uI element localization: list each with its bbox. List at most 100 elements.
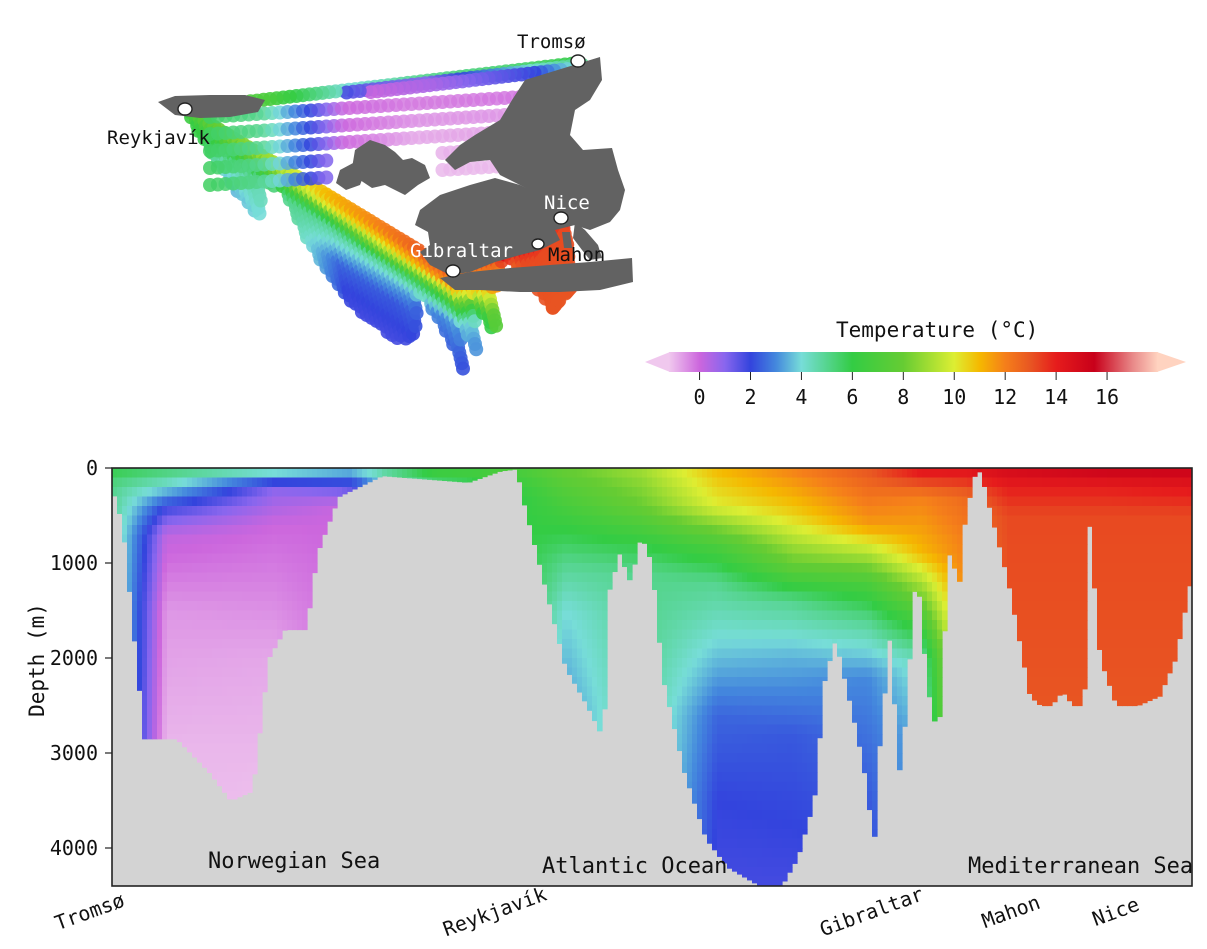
temperature-cell xyxy=(857,515,863,526)
temperature-cell xyxy=(142,629,148,640)
temperature-cell xyxy=(142,572,148,583)
temperature-cell xyxy=(867,553,873,564)
temperature-cell xyxy=(762,544,768,555)
temperature-cell xyxy=(282,553,288,564)
temperature-cell xyxy=(207,525,213,536)
temperature-cell xyxy=(867,648,873,659)
temperature-cell xyxy=(872,667,878,678)
temperature-cell xyxy=(767,563,773,574)
temperature-cell xyxy=(787,582,793,593)
temperature-cell xyxy=(787,848,793,859)
temperature-cell xyxy=(937,477,943,488)
temperature-cell xyxy=(257,724,263,734)
temperature-cell xyxy=(127,477,133,488)
temperature-cell xyxy=(852,686,858,697)
temperature-cell xyxy=(657,477,663,488)
temperature-cell xyxy=(272,477,278,488)
temperature-cell xyxy=(247,487,253,498)
temperature-cell xyxy=(852,506,858,517)
temperature-cell xyxy=(207,477,213,488)
temperature-cell xyxy=(187,677,193,688)
temperature-cell xyxy=(162,696,168,707)
temperature-cell xyxy=(787,487,793,498)
temperature-cell xyxy=(692,762,698,773)
temperature-cell xyxy=(927,506,933,517)
temperature-cell xyxy=(342,468,348,479)
temperature-cell xyxy=(847,534,853,545)
temperature-cell xyxy=(852,620,858,631)
temperature-cell xyxy=(862,506,868,517)
temperature-cell xyxy=(797,781,803,792)
temperature-cell xyxy=(777,867,783,878)
temperature-cell xyxy=(197,696,203,707)
temperature-cell xyxy=(807,610,813,621)
temperature-cell xyxy=(277,553,283,564)
temperature-cell xyxy=(752,677,758,688)
temperature-cell xyxy=(787,658,793,669)
temperature-cell xyxy=(582,696,588,702)
temperature-cell xyxy=(197,715,203,726)
temperature-cell xyxy=(717,629,723,640)
temperature-cell xyxy=(837,496,843,507)
temperature-cell xyxy=(612,477,618,488)
temperature-cell xyxy=(797,553,803,564)
temperature-cell xyxy=(307,591,313,602)
temperature-cell xyxy=(797,506,803,517)
temperature-cell xyxy=(737,705,743,716)
temperature-cell xyxy=(277,477,283,488)
temperature-cell xyxy=(727,791,733,802)
temperature-cell xyxy=(712,553,718,564)
temperature-cell xyxy=(877,544,883,555)
temperature-cell xyxy=(737,724,743,735)
temperature-cell xyxy=(822,477,828,488)
temperature-cell xyxy=(997,506,1003,517)
temperature-cell xyxy=(762,553,768,564)
temperature-cell xyxy=(652,506,658,517)
temperature-cell xyxy=(892,629,898,640)
temperature-cell xyxy=(837,477,843,488)
temperature-cell xyxy=(327,515,333,522)
temperature-cell xyxy=(867,734,873,745)
temperature-cell xyxy=(762,686,768,697)
temperature-cell xyxy=(787,667,793,678)
temperature-cell xyxy=(847,610,853,621)
temperature-cell xyxy=(827,582,833,593)
temperature-cell xyxy=(692,563,698,574)
temperature-cell xyxy=(582,572,588,583)
temperature-cell xyxy=(807,506,813,517)
temperature-cell xyxy=(597,639,603,650)
temperature-cell xyxy=(202,544,208,555)
temperature-cell xyxy=(732,715,738,726)
temperature-cell xyxy=(587,629,593,640)
temperature-cell xyxy=(662,582,668,593)
temperature-cell xyxy=(807,753,813,764)
temperature-cell xyxy=(702,468,708,479)
temperature-cell xyxy=(872,715,878,726)
temperature-cell xyxy=(177,582,183,593)
temperature-cell xyxy=(857,534,863,545)
temperature-cell xyxy=(807,487,813,498)
temperature-cell xyxy=(222,667,228,678)
temperature-cell xyxy=(717,715,723,726)
temperature-cell xyxy=(742,468,748,479)
temperature-cell xyxy=(672,677,678,688)
temperature-cell xyxy=(922,610,928,621)
temperature-cell xyxy=(552,610,558,621)
temperature-cell xyxy=(207,553,213,564)
temperature-cell xyxy=(712,686,718,697)
colorbar-tick-label: 2 xyxy=(744,385,756,409)
temperature-cell xyxy=(842,525,848,536)
temperature-cell xyxy=(237,610,243,621)
temperature-cell xyxy=(252,762,258,773)
temperature-cell xyxy=(832,515,838,526)
temperature-cell xyxy=(687,544,693,555)
temperature-cell xyxy=(897,743,903,754)
temperature-cell xyxy=(317,515,323,526)
temperature-cell xyxy=(227,553,233,564)
temperature-cell xyxy=(707,686,713,697)
map-temperature-dot xyxy=(489,318,504,333)
temperature-cell xyxy=(787,838,793,849)
temperature-cell xyxy=(552,563,558,574)
temperature-cell xyxy=(252,496,258,507)
